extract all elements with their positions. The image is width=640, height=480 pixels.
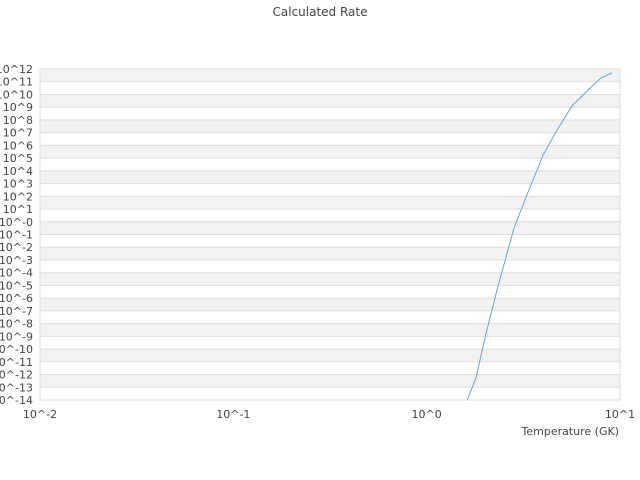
y-tick-label: 10^-9 xyxy=(0,330,33,343)
y-tick-label: 10^2 xyxy=(3,190,33,203)
grid-band xyxy=(40,132,620,146)
chart-title: Calculated Rate xyxy=(273,5,368,19)
y-tick-label: 10^-7 xyxy=(0,305,33,318)
y-tick-label: 10^-0 xyxy=(0,216,33,229)
y-tick-label: 10^11 xyxy=(0,76,33,89)
grid-band xyxy=(40,310,620,324)
grid-band xyxy=(40,107,620,120)
grid-band xyxy=(40,272,620,286)
x-tick-label: 10^-1 xyxy=(216,408,250,421)
y-tick-label: 10^-12 xyxy=(0,369,33,382)
grid-band xyxy=(40,145,620,159)
plot-frame xyxy=(39,68,621,401)
y-tick-label: 10^-2 xyxy=(0,241,33,254)
grid-band xyxy=(40,94,620,108)
y-tick-label: 10^9 xyxy=(3,101,33,114)
y-tick-label: 10^3 xyxy=(3,178,33,191)
grid-band xyxy=(40,221,620,235)
y-tick-label: 10^6 xyxy=(3,139,33,152)
grid-band xyxy=(40,387,620,400)
y-tick-label: 10^-10 xyxy=(0,343,33,356)
grid-band xyxy=(40,234,620,248)
grid-band xyxy=(40,247,620,260)
y-tick-label: 10^12 xyxy=(0,63,33,76)
y-tick-label: 10^-1 xyxy=(0,229,33,242)
y-tick-label: 10^-4 xyxy=(0,267,33,280)
grid-band xyxy=(40,361,620,375)
grid-band xyxy=(40,209,620,222)
y-tick-label: 10^-13 xyxy=(0,381,33,394)
grid-band xyxy=(40,374,620,388)
y-tick-label: 10^-5 xyxy=(0,279,33,292)
grid-band xyxy=(40,170,620,184)
grid-band xyxy=(40,336,620,350)
y-tick-label: 10^-3 xyxy=(0,254,33,267)
y-tick-label: 10^10 xyxy=(0,88,33,101)
x-tick-label: 10^1 xyxy=(605,408,635,421)
grid-band xyxy=(40,349,620,362)
grid-band xyxy=(40,81,620,95)
grid-band xyxy=(40,323,620,337)
y-tick-label: 10^-11 xyxy=(0,356,33,369)
grid-band xyxy=(40,119,620,133)
grid-band xyxy=(40,285,620,299)
y-tick-label: 10^4 xyxy=(3,165,33,178)
y-tick-label: 10^5 xyxy=(3,152,33,165)
y-tick-label: 10^-14 xyxy=(0,394,33,407)
grid-band xyxy=(40,69,620,82)
grid-band xyxy=(40,259,620,273)
grid-band xyxy=(40,158,620,171)
x-tick-label: 10^-2 xyxy=(23,408,57,421)
grid-band xyxy=(40,183,620,197)
x-tick-label: 10^0 xyxy=(412,408,442,421)
y-tick-label: 10^1 xyxy=(3,203,33,216)
grid-band xyxy=(40,196,620,210)
y-tick-label: 10^7 xyxy=(3,127,33,140)
y-tick-label: 10^8 xyxy=(3,114,33,127)
series-line xyxy=(466,72,613,401)
x-axis-label: Temperature (GK) xyxy=(521,425,620,438)
y-tick-label: 10^-6 xyxy=(0,292,33,305)
grid-band xyxy=(40,298,620,311)
y-tick-label: 10^-8 xyxy=(0,318,33,331)
